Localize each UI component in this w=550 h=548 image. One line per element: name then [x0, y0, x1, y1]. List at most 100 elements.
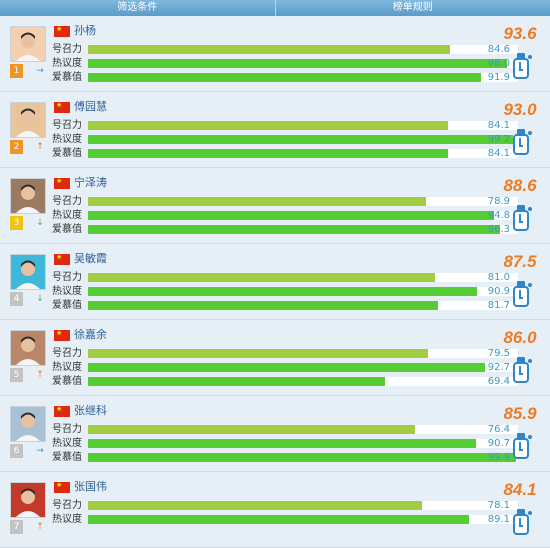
athlete-name[interactable]: 张继科: [74, 404, 107, 418]
metric-bar-track: [88, 515, 518, 524]
metric-label: 号召力: [52, 271, 82, 284]
metric-bar-fill: [88, 45, 450, 54]
trend-up-icon: ↑: [36, 140, 44, 154]
metric-value: 84.1: [470, 119, 510, 132]
avatar[interactable]: [10, 406, 46, 442]
metric-value: 98.0: [470, 57, 510, 70]
athlete-name[interactable]: 吴敏霞: [74, 252, 107, 266]
china-flag-icon: ★: [54, 482, 70, 493]
athlete-name[interactable]: 傅园慧: [74, 100, 107, 114]
metric-label: 热议度: [52, 57, 82, 70]
china-flag-icon: ★: [54, 178, 70, 189]
rank-badge: 5: [10, 368, 23, 382]
cheer-vote-icon[interactable]: [508, 50, 534, 80]
metric-label: 热议度: [52, 437, 82, 450]
cheer-vote-icon[interactable]: [508, 430, 534, 460]
metric-bar-track: [88, 453, 518, 462]
metric-label: 爱慕值: [52, 147, 82, 160]
cheer-vote-icon[interactable]: [508, 278, 534, 308]
metric-bar-track: [88, 425, 518, 434]
rank-badge: 1: [10, 64, 23, 78]
metric-bar-track: [88, 301, 518, 310]
avatar[interactable]: [10, 102, 46, 138]
metric-value: 78.1: [470, 499, 510, 512]
metric-value: 84.1: [470, 147, 510, 160]
metric-value: 91.9: [470, 71, 510, 84]
metric-value: 99.2: [470, 133, 510, 146]
metric-label: 热议度: [52, 513, 82, 526]
avatar[interactable]: [10, 178, 46, 214]
metric-value: 89.1: [470, 513, 510, 526]
rank-badge: 6: [10, 444, 23, 458]
avatar[interactable]: [10, 330, 46, 366]
metric-bar-track: [88, 73, 518, 82]
metric-label: 爱慕值: [52, 451, 82, 464]
china-flag-icon: ★: [54, 406, 70, 417]
trend-right-icon: →: [36, 64, 44, 78]
metric-bar-track: [88, 197, 518, 206]
athlete-name[interactable]: 孙杨: [74, 24, 96, 38]
metric-label: 爱慕值: [52, 223, 82, 236]
metric-bar-track: [88, 121, 518, 130]
avatar[interactable]: [10, 26, 46, 62]
athlete-name[interactable]: 宁泽涛: [74, 176, 107, 190]
metric-bar-fill: [88, 59, 507, 68]
trend-right-icon: →: [36, 444, 44, 458]
metric-value: 94.8: [470, 209, 510, 222]
china-flag-icon: ★: [54, 26, 70, 37]
total-score: 87.5: [494, 252, 546, 272]
metric-bar-fill: [88, 363, 485, 372]
metric-bar-fill: [88, 439, 476, 448]
metric-bar-track: [88, 287, 518, 296]
metric-bar-fill: [88, 73, 481, 82]
total-score: 84.1: [494, 480, 546, 500]
trend-down-icon: ↓: [36, 292, 44, 306]
metric-bar-track: [88, 363, 518, 372]
metric-bar-track: [88, 225, 518, 234]
cheer-vote-icon[interactable]: [508, 126, 534, 156]
metric-label: 热议度: [52, 133, 82, 146]
athlete-name[interactable]: 张国伟: [74, 480, 107, 494]
metric-bar-track: [88, 273, 518, 282]
metric-label: 号召力: [52, 499, 82, 512]
china-flag-icon: ★: [54, 330, 70, 341]
metric-value: 76.4: [470, 423, 510, 436]
metric-label: 热议度: [52, 361, 82, 374]
metric-bar-track: [88, 349, 518, 358]
athlete-name[interactable]: 徐嘉余: [74, 328, 107, 342]
cheer-vote-icon[interactable]: [508, 202, 534, 232]
tab-ranking-rules[interactable]: 榜单规则: [275, 0, 550, 16]
metric-label: 号召力: [52, 347, 82, 360]
metric-bar-fill: [88, 377, 385, 386]
metric-bar-fill: [88, 287, 477, 296]
metric-bar-track: [88, 377, 518, 386]
cheer-vote-icon[interactable]: [508, 354, 534, 384]
metric-value: 81.7: [470, 299, 510, 312]
metric-bar-track: [88, 135, 518, 144]
metric-bar-fill: [88, 453, 516, 462]
china-flag-icon: ★: [54, 254, 70, 265]
tab-filter-conditions[interactable]: 筛选条件: [0, 0, 275, 16]
metric-value: 99.9: [470, 451, 510, 464]
avatar[interactable]: [10, 482, 46, 518]
cheer-vote-icon[interactable]: [508, 506, 534, 536]
top-tab-bar: 筛选条件 榜单规则: [0, 0, 550, 16]
metric-bar-track: [88, 59, 518, 68]
avatar[interactable]: [10, 254, 46, 290]
trend-up-icon: ↑: [36, 368, 44, 382]
